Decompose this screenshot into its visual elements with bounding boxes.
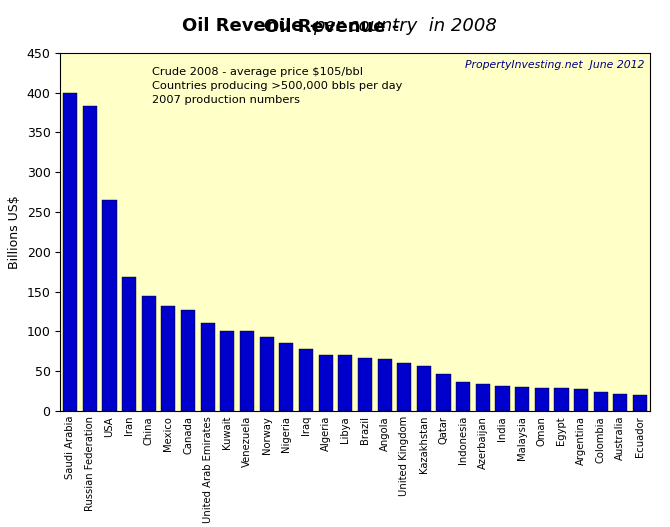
Bar bbox=[103, 200, 117, 411]
Bar bbox=[240, 331, 254, 411]
Bar bbox=[417, 366, 431, 411]
Bar bbox=[63, 93, 77, 411]
Bar bbox=[495, 386, 510, 411]
Text: Oil Revenue -: Oil Revenue - bbox=[264, 18, 406, 36]
Bar bbox=[633, 395, 647, 411]
Bar bbox=[613, 394, 628, 411]
Bar bbox=[574, 389, 588, 411]
Bar bbox=[299, 349, 313, 411]
Bar bbox=[141, 296, 156, 411]
Bar bbox=[161, 306, 176, 411]
Y-axis label: Billions US$: Billions US$ bbox=[8, 195, 21, 269]
Bar bbox=[358, 358, 372, 411]
Text: Oil Revenue -: Oil Revenue - bbox=[182, 17, 324, 35]
Text: Crude 2008 - average price $105/bbl
Countries producing >500,000 bbls per day
20: Crude 2008 - average price $105/bbl Coun… bbox=[151, 67, 402, 105]
Bar bbox=[594, 392, 608, 411]
Bar bbox=[515, 387, 529, 411]
Bar bbox=[436, 374, 451, 411]
Text: Oil Revenue - per country  in 2008: Oil Revenue - per country in 2008 bbox=[161, 17, 509, 35]
Bar bbox=[377, 359, 392, 411]
Bar bbox=[318, 355, 333, 411]
Bar bbox=[338, 355, 352, 411]
Bar bbox=[535, 388, 549, 411]
Bar bbox=[220, 330, 234, 411]
Bar bbox=[82, 106, 97, 411]
Bar bbox=[181, 310, 195, 411]
Bar bbox=[279, 344, 293, 411]
Bar bbox=[259, 337, 274, 411]
Bar bbox=[456, 383, 470, 411]
Bar bbox=[554, 388, 569, 411]
Bar bbox=[122, 277, 136, 411]
Text: per country  in 2008: per country in 2008 bbox=[313, 17, 496, 35]
Bar bbox=[200, 324, 215, 411]
Text: PropertyInvesting.net  June 2012: PropertyInvesting.net June 2012 bbox=[464, 60, 644, 70]
Bar bbox=[476, 384, 490, 411]
Bar bbox=[397, 363, 411, 411]
